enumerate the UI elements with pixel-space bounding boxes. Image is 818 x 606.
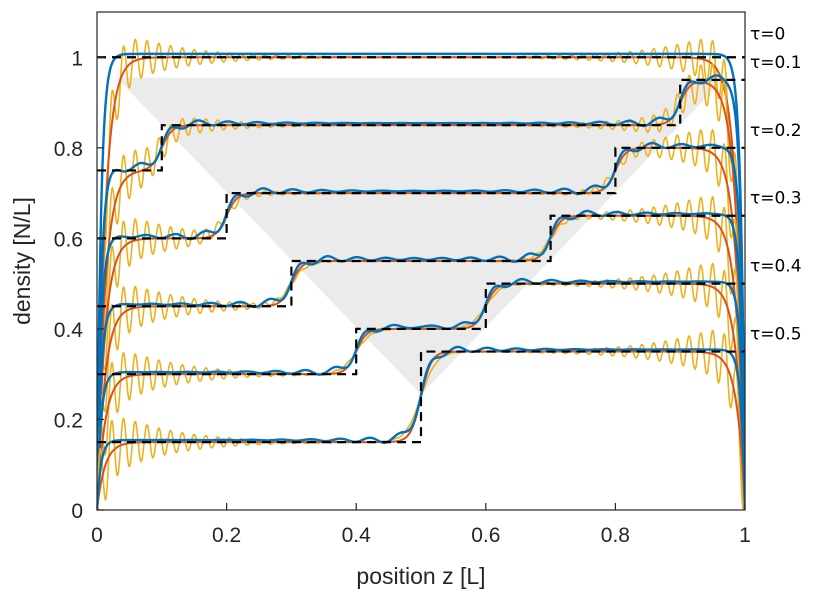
y-tick-label: 1 (71, 47, 83, 70)
y-tick-label: 0 (71, 500, 83, 523)
tau-label--0: τ=0 (750, 24, 785, 44)
x-tick-label: 0.4 (342, 524, 372, 547)
wavy-curve--0-3 (97, 209, 745, 510)
plot-area (97, 38, 745, 510)
tau-label--0-4: τ=0.4 (750, 257, 802, 277)
y-axis-label: density [N/L] (9, 197, 35, 325)
wavy-curve--0 (97, 52, 745, 510)
step-curve--0-4 (97, 282, 745, 376)
tau-labels: τ=0 τ=0.1 τ=0.2 τ=0.3 τ=0.4 τ=0.5 (750, 24, 802, 344)
wavy-curve--0-2 (97, 141, 745, 510)
tick-labels: 0 0.2 0.4 0.6 0.8 1 0 0.2 0.4 0.6 0.8 1 (54, 47, 751, 547)
step-curve--0-3 (97, 214, 745, 308)
wavy-curve--0-4 (97, 277, 745, 510)
step-curve--0-5 (97, 350, 745, 444)
y-tick-label: 0.2 (54, 409, 83, 432)
wavy-curve--0-5 (97, 345, 745, 510)
x-axis-label: position z [L] (356, 563, 485, 589)
x-tick-label: 0.8 (601, 524, 630, 547)
step-curve--0-1 (97, 78, 745, 172)
y-tick-label: 0.4 (54, 319, 84, 342)
light-cone-shade (116, 77, 726, 395)
y-tick-label: 0.6 (54, 228, 83, 251)
x-tick-label: 0 (91, 524, 103, 547)
axes-box (96, 11, 746, 511)
tau-label--0-1: τ=0.1 (750, 53, 802, 73)
step-curve--0-2 (97, 146, 745, 240)
tau-label--0-3: τ=0.3 (750, 189, 802, 209)
y-tick-label: 0.8 (54, 138, 83, 161)
x-tick-label: 1 (739, 524, 751, 547)
x-tick-label: 0.6 (471, 524, 500, 547)
tau-label--0-2: τ=0.2 (750, 121, 802, 141)
axes (96, 11, 746, 511)
tau-label--0-5: τ=0.5 (750, 325, 802, 345)
wavy-curve--0-1 (97, 74, 745, 510)
x-tick-label: 0.2 (212, 524, 241, 547)
